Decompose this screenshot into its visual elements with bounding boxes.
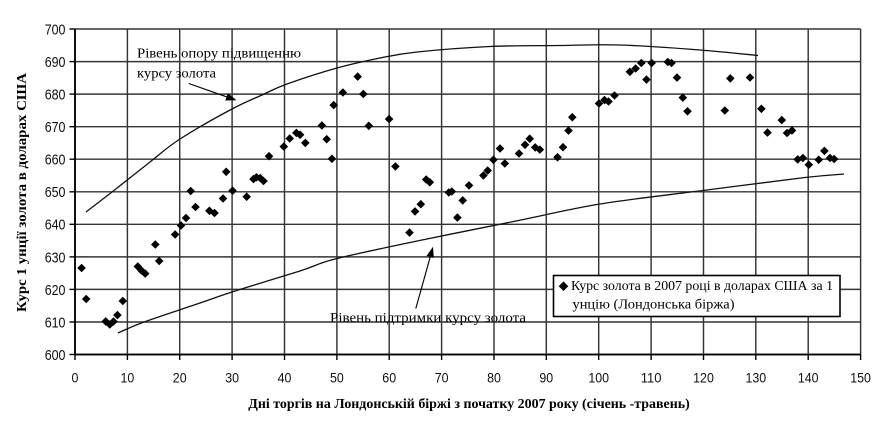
svg-text:Курс золота в 2007 році в дола: Курс золота в 2007 році в доларах США за… [571,279,833,294]
svg-text:100: 100 [588,369,609,385]
svg-text:30: 30 [225,369,239,385]
svg-text:70: 70 [435,369,449,385]
svg-text:унцію (Лондонська біржа): унцію (Лондонська біржа) [573,298,735,313]
svg-text:90: 90 [539,369,553,385]
svg-text:Рівень підтримки курсу золота: Рівень підтримки курсу золота [330,311,527,326]
svg-text:Рівень опору підвищенню: Рівень опору підвищенню [137,47,301,62]
svg-text:Курс 1 унції золота в доларах: Курс 1 унції золота в доларах США [15,72,30,312]
svg-text:640: 640 [45,217,66,234]
svg-text:630: 630 [45,249,66,266]
svg-text:130: 130 [745,369,766,385]
svg-text:650: 650 [45,184,66,201]
svg-text:680: 680 [45,87,66,104]
svg-text:140: 140 [798,369,819,385]
svg-text:120: 120 [693,369,714,385]
svg-text:80: 80 [487,369,501,385]
svg-text:20: 20 [173,369,187,385]
svg-text:50: 50 [330,369,344,385]
svg-text:600: 600 [45,347,66,364]
svg-text:660: 660 [45,152,66,169]
svg-text:40: 40 [278,369,292,385]
svg-text:10: 10 [121,369,135,385]
svg-text:620: 620 [45,282,66,299]
svg-text:700: 700 [45,21,66,38]
svg-text:Дні торгів на Лондонській бірж: Дні торгів на Лондонській біржі з початк… [248,397,690,412]
svg-text:610: 610 [45,314,66,331]
svg-text:670: 670 [45,119,66,136]
svg-text:150: 150 [850,369,871,385]
svg-text:60: 60 [382,369,396,385]
svg-text:0: 0 [72,369,79,385]
svg-text:курсу золота: курсу золота [137,67,217,82]
svg-text:690: 690 [45,54,66,71]
svg-text:110: 110 [641,369,662,385]
